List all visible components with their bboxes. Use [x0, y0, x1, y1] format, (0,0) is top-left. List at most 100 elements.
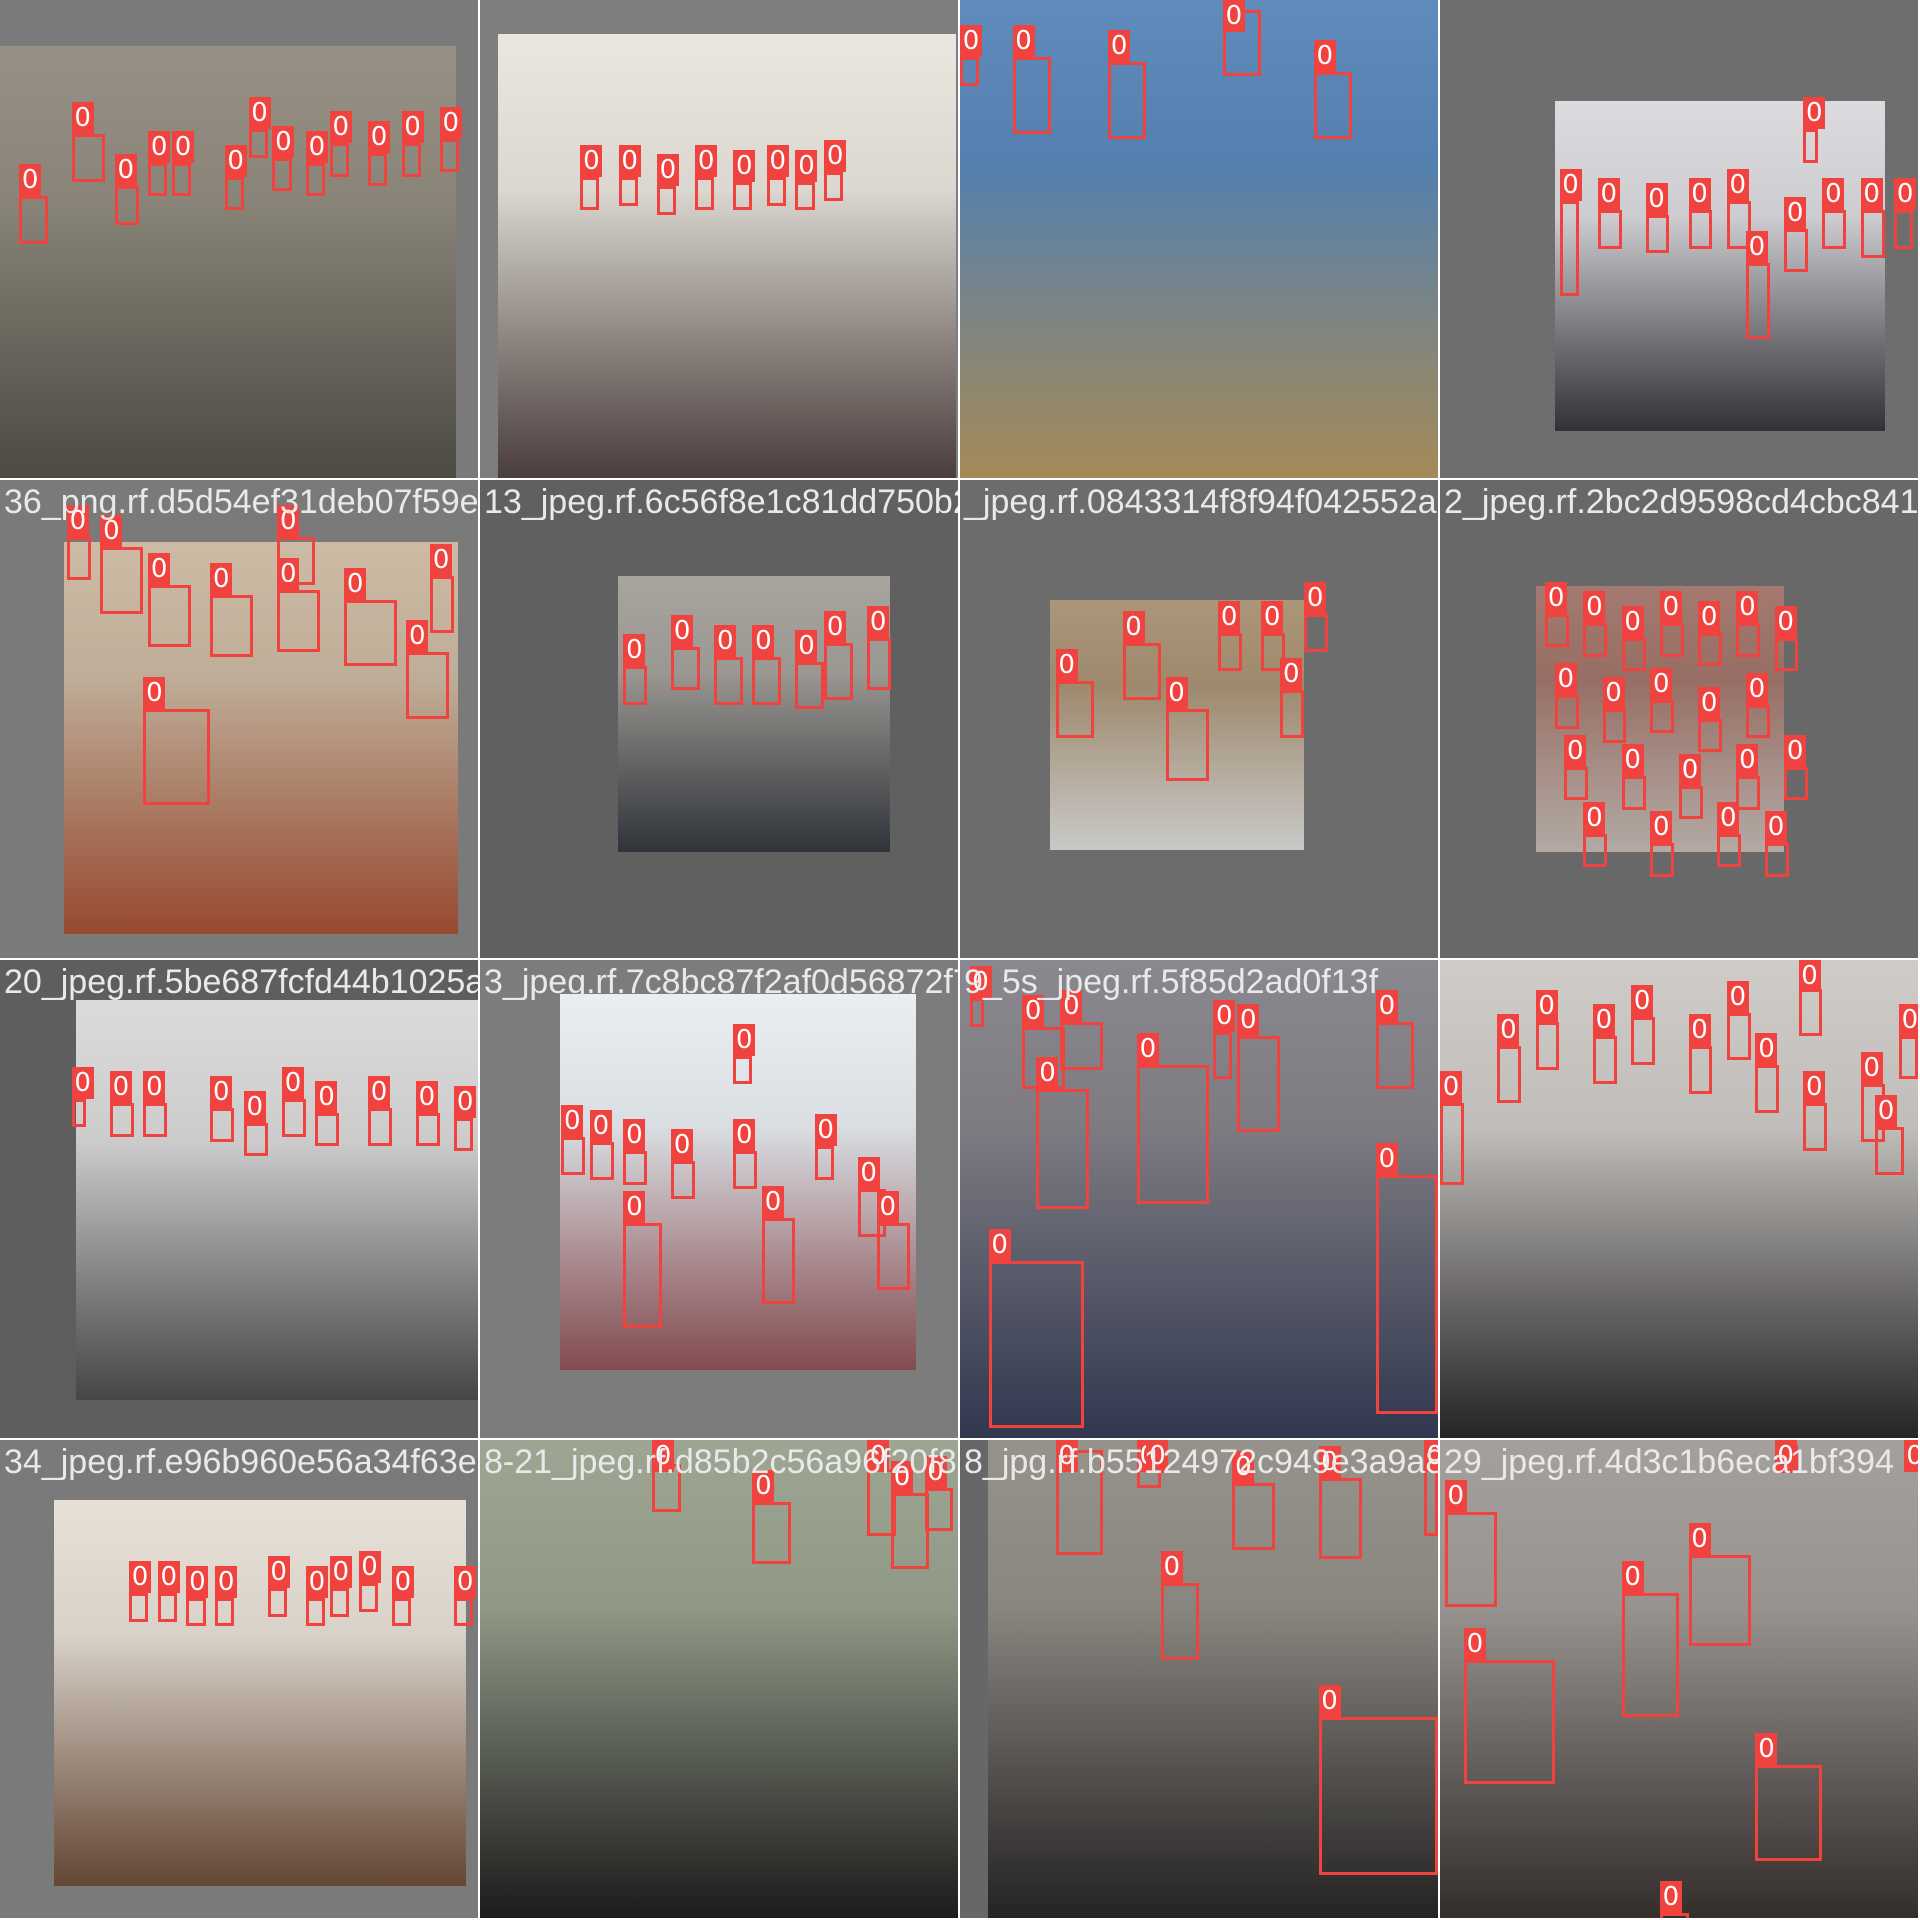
- class-label-tag: 0: [1784, 734, 1807, 767]
- face-bounding-box: [1631, 1017, 1656, 1066]
- face-bounding-box: [671, 1160, 696, 1199]
- class-label-tag: 0: [368, 120, 391, 153]
- face-bounding-box: [1726, 1012, 1751, 1061]
- class-label-tag: 0: [19, 163, 42, 196]
- face-bounding-box: [1659, 1913, 1689, 1918]
- class-label-tag: 0: [1304, 581, 1327, 614]
- face-bounding-box: [1688, 210, 1713, 249]
- face-bounding-box: [762, 1218, 796, 1305]
- class-label-tag: 0: [671, 615, 694, 648]
- face-bounding-box: [277, 537, 316, 586]
- face-bounding-box: [1318, 1478, 1362, 1560]
- face-bounding-box: [1898, 1036, 1918, 1080]
- face-bounding-box: [561, 1136, 586, 1176]
- class-label-tag: 0: [1564, 734, 1587, 767]
- class-label-tag: 0: [1375, 990, 1398, 1023]
- face-bounding-box: [1136, 1065, 1209, 1204]
- class-label-tag: 0: [439, 106, 462, 139]
- class-label-tag: 0: [148, 130, 171, 163]
- class-label-tag: 0: [272, 125, 295, 158]
- mosaic-tile: 0 0 0 0 0 0 0 0 29_jpeg.rf.4d3c1b6eca1bf394: [1440, 1440, 1918, 1918]
- class-label-tag: 0: [454, 1565, 477, 1598]
- class-label-tag: 0: [71, 1066, 94, 1099]
- class-label-tag: 0: [733, 1119, 756, 1152]
- face-bounding-box: [1698, 632, 1722, 667]
- class-label-tag: 0: [1261, 600, 1284, 633]
- class-label-tag: 0: [114, 154, 137, 187]
- class-label-tag: 0: [1621, 605, 1644, 638]
- class-label-tag: 0: [71, 101, 94, 134]
- mosaic-tile: 000000008_jpg.rf.b55124972c949e3a9a83b7a…: [960, 1440, 1438, 1918]
- face-bounding-box: [1261, 632, 1286, 672]
- face-bounding-box: [210, 594, 254, 657]
- face-bounding-box: [1803, 1103, 1828, 1152]
- face-bounding-box: [766, 176, 786, 206]
- training-photo: [64, 542, 458, 934]
- face-bounding-box: [623, 666, 648, 705]
- face-bounding-box: [100, 546, 144, 614]
- class-label-tag: 0: [1726, 168, 1749, 201]
- face-bounding-box: [1822, 210, 1847, 249]
- face-bounding-box: [358, 1583, 378, 1613]
- class-label-tag: 0: [1688, 178, 1711, 211]
- face-bounding-box: [1784, 229, 1809, 273]
- class-label-tag: 0: [344, 567, 367, 600]
- class-label-tag: 0: [277, 505, 300, 538]
- face-bounding-box: [1463, 1659, 1555, 1785]
- class-label-tag: 0: [1022, 994, 1045, 1027]
- face-bounding-box: [71, 133, 106, 182]
- face-bounding-box: [1679, 785, 1703, 820]
- class-label-tag: 0: [358, 1551, 381, 1584]
- photo-shading: [960, 960, 1438, 1438]
- photo-shading: [960, 0, 1438, 478]
- photo-shading: [54, 1500, 466, 1886]
- mosaic-tile: 0 0 0 0 0 0 0 0 0 0 0 3_jpeg.rf.7c8bc87f2af0d56872f…: [480, 960, 958, 1438]
- face-bounding-box: [1621, 637, 1646, 672]
- face-bounding-box: [795, 661, 825, 710]
- class-label-tag: 0: [1717, 801, 1740, 834]
- class-label-tag: 0: [1650, 811, 1673, 844]
- face-bounding-box: [143, 709, 211, 806]
- class-label-tag: 0: [1698, 600, 1721, 633]
- face-bounding-box: [282, 1098, 306, 1137]
- photo-shading: [480, 1440, 958, 1918]
- class-label-tag: 0: [1860, 178, 1883, 211]
- face-bounding-box: [224, 176, 244, 211]
- face-bounding-box: [243, 1122, 268, 1156]
- class-label-tag: 0: [1160, 1551, 1183, 1584]
- face-bounding-box: [368, 152, 388, 187]
- class-label-tag: 0: [1860, 1052, 1883, 1085]
- class-label-tag: 0: [580, 144, 603, 177]
- mosaic-tile: 0 0 0 0 0 0 0 0 0 0 9_5s_jpeg.rf.5f85d2ad0f13f: [960, 960, 1438, 1438]
- class-label-tag: 0: [1745, 672, 1768, 705]
- class-label-tag: 0: [1659, 1881, 1682, 1914]
- class-label-tag: 0: [1122, 610, 1145, 643]
- face-bounding-box: [1583, 623, 1608, 657]
- class-label-tag: 0: [623, 634, 646, 667]
- face-bounding-box: [430, 575, 455, 633]
- class-label-tag: 0: [960, 25, 982, 58]
- class-label-tag: 0: [733, 1023, 756, 1056]
- face-bounding-box: [454, 1117, 474, 1152]
- face-bounding-box: [891, 1492, 930, 1570]
- class-label-tag: 0: [210, 562, 233, 595]
- face-bounding-box: [1784, 766, 1809, 801]
- face-bounding-box: [695, 176, 715, 211]
- face-bounding-box: [1440, 1103, 1464, 1185]
- face-bounding-box: [305, 1597, 326, 1627]
- class-label-tag: 0: [224, 144, 247, 177]
- class-label-tag: 0: [1645, 183, 1668, 216]
- face-bounding-box: [1060, 1022, 1104, 1070]
- class-label-tag: 0: [623, 1119, 646, 1152]
- class-label-tag: 0: [1497, 1014, 1520, 1047]
- class-label-tag: 0: [1313, 39, 1336, 72]
- face-bounding-box: [172, 162, 192, 196]
- face-bounding-box: [1036, 1089, 1090, 1209]
- face-bounding-box: [1650, 699, 1675, 734]
- class-label-tag: 0: [1146, 1440, 1169, 1472]
- face-bounding-box: [114, 186, 139, 225]
- face-bounding-box: [733, 181, 753, 211]
- class-label-tag: 0: [1218, 600, 1241, 633]
- class-label-tag: 0: [143, 1071, 166, 1104]
